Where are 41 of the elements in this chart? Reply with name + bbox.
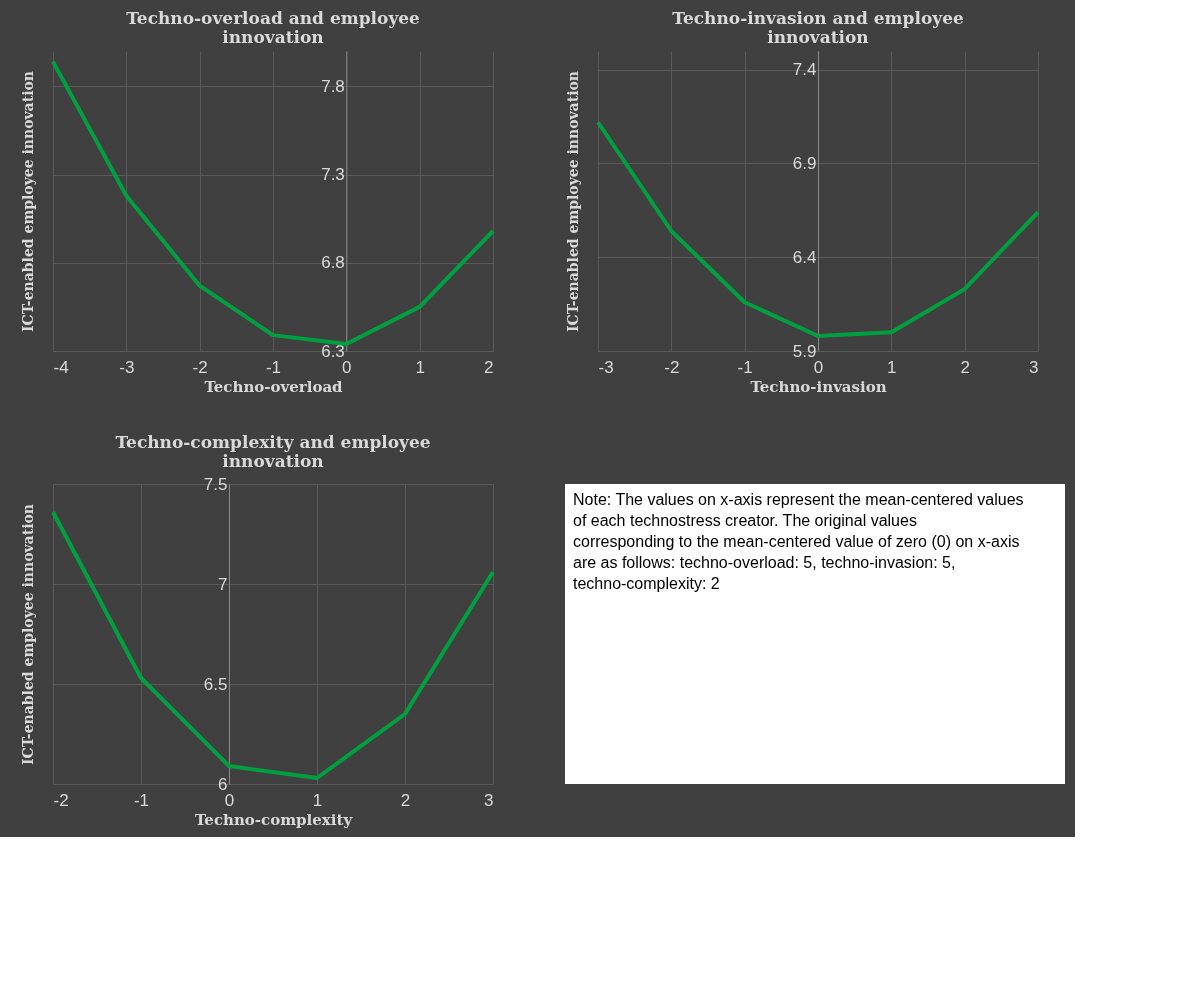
x-tick-label: 3	[1029, 357, 1039, 377]
line-series	[51, 59, 495, 346]
x-axis-title: Techno-overload	[204, 377, 344, 396]
y-axis-title: ICT-enabled employee innovation	[19, 71, 36, 332]
x-tick-label: -2	[53, 790, 69, 810]
x-tick-label: 1	[312, 790, 323, 810]
y-tick-label: 7.4	[792, 60, 817, 80]
x-tick-label: -4	[53, 357, 69, 377]
x-tick-label: 1	[415, 357, 425, 377]
x-tick-label: 2	[960, 357, 970, 377]
x-tick-label: -1	[737, 357, 753, 377]
x-axis-title: Techno-complexity	[194, 810, 354, 829]
y-tick-label: 6.8	[321, 253, 345, 273]
x-axis-title: Techno-invasion	[750, 377, 887, 396]
line-series	[51, 510, 495, 780]
x-tick-label: -2	[664, 357, 680, 377]
x-tick-label: 2	[400, 790, 411, 810]
y-tick-label: 6.4	[792, 247, 817, 267]
x-tick-label: 3	[484, 790, 494, 810]
y-axis-title: ICT-enabled employee innovation	[564, 71, 581, 332]
y-tick-label: 6.3	[321, 341, 345, 361]
x-tick-label: -3	[119, 357, 135, 377]
chart-title: Techno-complexity and employee innovation	[115, 432, 431, 471]
line-series	[596, 120, 1040, 338]
chart-title: Techno-overload and employee innovation	[126, 8, 421, 47]
y-axis-title: ICT-enabled employee innovation	[19, 504, 36, 765]
y-tick-label: 6.5	[203, 674, 228, 694]
x-tick-label: -1	[133, 790, 150, 810]
y-tick-label: 6.9	[792, 154, 817, 173]
y-tick-label: 7.3	[321, 165, 345, 185]
x-tick-label: 2	[484, 357, 494, 377]
y-tick-label: 7.8	[321, 76, 345, 96]
y-tick-label: 7	[218, 574, 228, 594]
text: Note: The values on x-axis represent the mean-centered values of each technostress creator. The original values corresponding to the mean-centered value of zero (0) on x-axis are as follows: techno-overload: 5, techno-invasion: 5, techno-complexity: 2	[573, 491, 1024, 592]
y-tick-label: 7.5	[203, 474, 228, 494]
chart-title: Techno-invasion and employee innovation	[672, 8, 964, 47]
x-tick-label: 1	[887, 357, 897, 377]
x-tick-label: 0	[342, 357, 352, 377]
x-tick-label: -3	[598, 357, 614, 377]
x-tick-label: -1	[265, 357, 282, 377]
x-tick-label: -2	[192, 357, 208, 377]
